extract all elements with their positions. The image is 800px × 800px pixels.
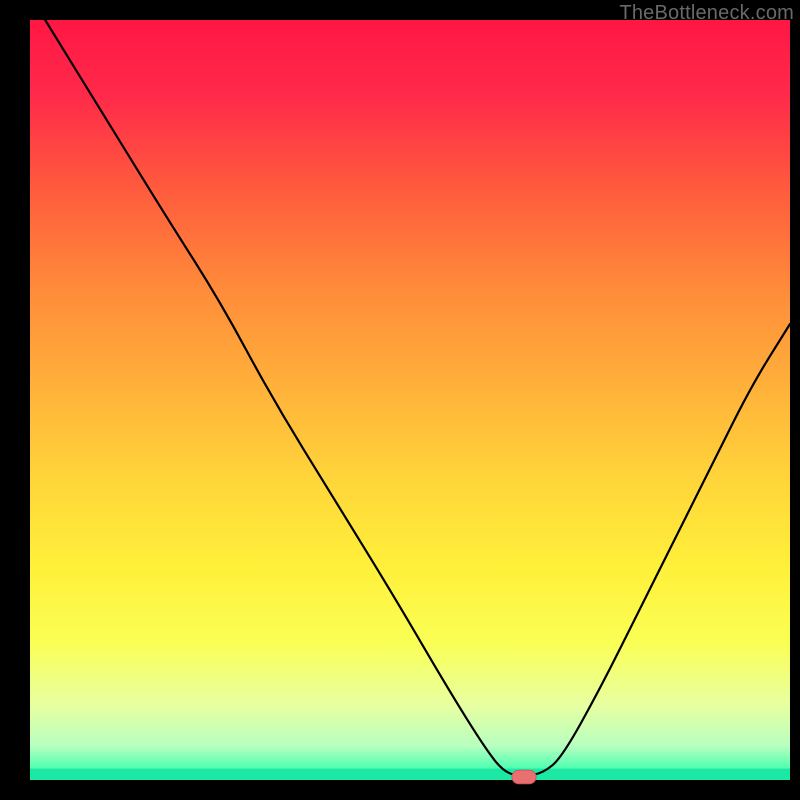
optimal-point-marker (512, 770, 536, 784)
bottom-band (30, 769, 790, 780)
chart-container: TheBottleneck.com (0, 0, 800, 800)
watermark-text: TheBottleneck.com (619, 2, 794, 25)
bottleneck-chart (0, 0, 800, 800)
plot-background-gradient (30, 20, 790, 780)
